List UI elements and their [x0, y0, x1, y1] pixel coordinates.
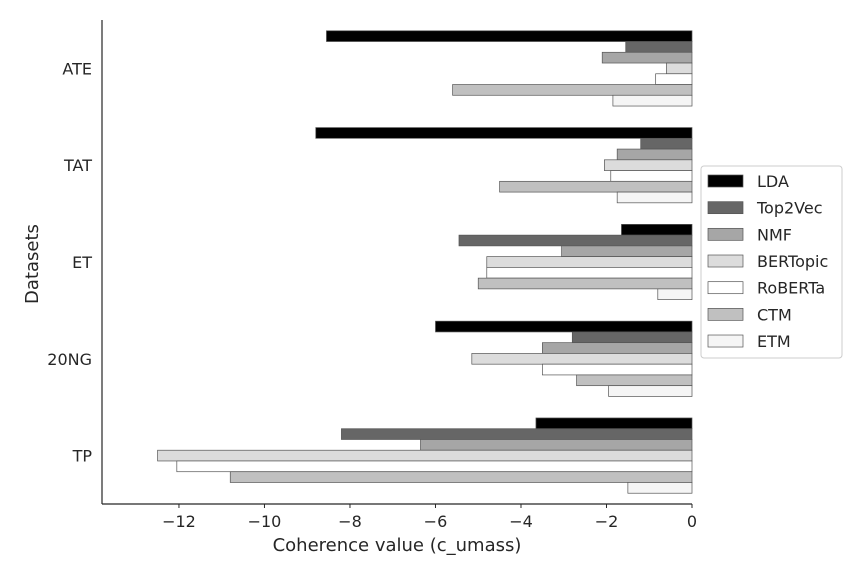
bar-roberta-tat [610, 170, 693, 182]
bar-etm-ate [612, 94, 693, 107]
bar-roberta-20ng [542, 363, 693, 376]
bar-etm-et [657, 288, 693, 300]
bar-lda-tp [535, 417, 693, 430]
x-tick-label: −2 [595, 512, 619, 531]
legend-label-top2vec: Top2Vec [756, 199, 823, 218]
bar-bertopic-ate [665, 62, 693, 75]
x-tick-label: −12 [162, 512, 196, 531]
x-tick-label: 0 [687, 512, 697, 531]
y-category-label: TAT [63, 156, 92, 175]
x-tick-label: −8 [338, 512, 362, 531]
x-axis-title: Coherence value (c_umass) [273, 535, 522, 556]
x-tick-label: −6 [424, 512, 448, 531]
bar-nmf-tat [616, 148, 693, 161]
y-categories-group: ATE TAT ET 20NG TP [47, 59, 92, 465]
bar-bertopic-20ng [471, 353, 693, 365]
bar-roberta-ate [655, 73, 693, 85]
bar-nmf-tp [420, 439, 693, 451]
bar-lda-20ng [435, 320, 693, 333]
legend-swatch-top2vec [707, 201, 744, 215]
bar-top2vec-tat [640, 137, 693, 150]
legend: LDA Top2Vec NMF BERTopic RoBERTa CTM ETM [700, 165, 843, 359]
bar-bertopic-tp [157, 449, 693, 462]
legend-label-bertopic: BERTopic [757, 252, 828, 271]
y-category-label: ATE [62, 59, 92, 78]
bar-top2vec-ate [625, 41, 693, 53]
bar-ctm-et [477, 277, 693, 290]
bar-top2vec-tp [341, 428, 693, 440]
bar-top2vec-20ng [571, 331, 693, 344]
legend-swatch-etm [707, 334, 744, 348]
bar-ctm-ate [452, 84, 693, 96]
y-category-label: ET [72, 253, 92, 272]
legend-swatch-lda [707, 174, 744, 188]
x-ticks-group: −12 −10 −8 −6 −4 −2 0 [162, 504, 697, 531]
bar-bertopic-et [486, 256, 693, 268]
bar-roberta-et [486, 267, 693, 279]
bar-lda-tat [315, 127, 693, 139]
legend-label-etm: ETM [757, 332, 791, 351]
bar-ctm-tp [229, 471, 693, 483]
bar-lda-ate [326, 30, 693, 42]
bar-nmf-20ng [542, 342, 693, 354]
bar-nmf-ate [601, 51, 693, 64]
x-tick-label: −4 [509, 512, 533, 531]
bar-ctm-20ng [576, 374, 693, 387]
bar-ctm-tat [499, 180, 693, 193]
x-tick-label: −10 [248, 512, 282, 531]
bar-roberta-tp [176, 460, 693, 473]
legend-label-roberta: RoBERTa [757, 279, 825, 298]
y-category-label: 20NG [47, 350, 92, 369]
bar-nmf-et [561, 245, 693, 257]
legend-label-ctm: CTM [757, 305, 792, 324]
y-axis-title: Datasets [22, 224, 43, 304]
bar-etm-tp [627, 482, 693, 494]
bar-etm-20ng [608, 385, 693, 397]
legend-swatch-ctm [707, 308, 744, 321]
bar-bertopic-tat [604, 159, 693, 171]
legend-swatch-roberta [707, 281, 744, 295]
bar-top2vec-et [458, 234, 693, 247]
bar-lda-et [621, 224, 693, 236]
y-category-label: TP [72, 447, 93, 466]
legend-label-lda: LDA [757, 172, 789, 191]
bars-group [157, 30, 693, 494]
legend-swatch-nmf [707, 227, 744, 241]
legend-label-nmf: NMF [757, 225, 792, 244]
bar-etm-tat [616, 191, 693, 204]
legend-swatch-bertopic [707, 254, 744, 268]
